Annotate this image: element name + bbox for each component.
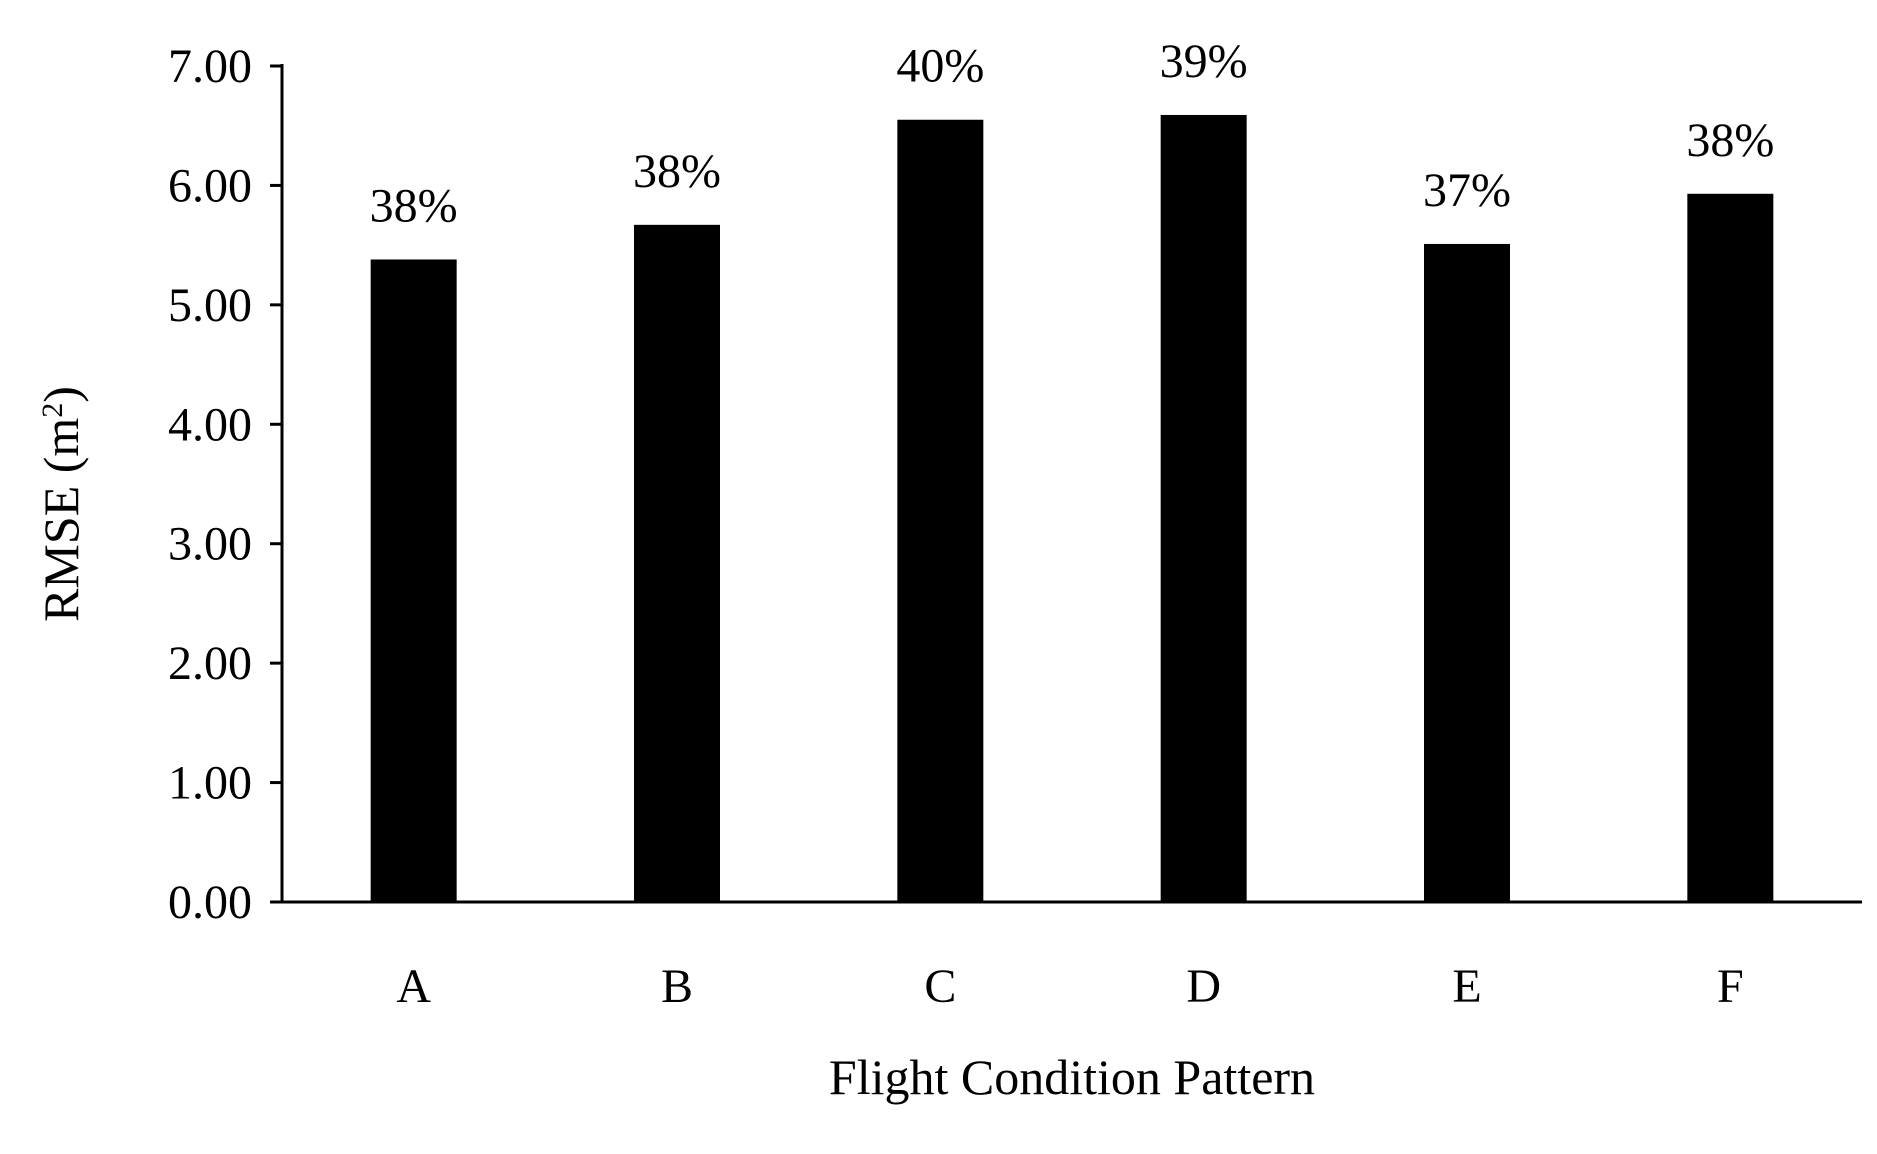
y-axis-title-superscript: 2 — [36, 403, 69, 418]
x-category-label: F — [1717, 960, 1744, 1013]
x-category-label: C — [924, 960, 956, 1013]
y-tick-label: 7.00 — [168, 40, 252, 93]
y-tick-label: 3.00 — [168, 518, 252, 571]
y-tick-label: 2.00 — [168, 637, 252, 690]
y-tick-label: 6.00 — [168, 159, 252, 212]
bar — [370, 259, 457, 903]
bar — [1160, 114, 1247, 903]
x-category-label: B — [661, 960, 693, 1013]
data-labels: 38% 38% 40% 39% 37% 38% — [370, 35, 1775, 233]
y-tick-label: 5.00 — [168, 279, 252, 332]
bar-data-label: 38% — [633, 145, 721, 198]
x-axis-categories: A B C D E F — [396, 960, 1743, 1013]
y-tick-label: 0.00 — [168, 876, 252, 929]
bar — [1687, 193, 1774, 902]
y-axis-ticks: 0.00 1.00 2.00 3.00 4.00 5.00 6.00 7.00 — [168, 40, 282, 929]
bar-data-label: 40% — [896, 40, 984, 93]
x-axis-title: Flight Condition Pattern — [829, 1049, 1315, 1105]
x-category-label: A — [396, 960, 431, 1013]
y-axis-title: RMSE (m2) — [33, 386, 89, 622]
bar — [897, 119, 984, 902]
bar-data-label: 38% — [1686, 114, 1774, 167]
y-axis-title-close: ) — [33, 386, 89, 403]
x-category-label: E — [1452, 960, 1481, 1013]
bars — [370, 114, 1774, 903]
y-tick-label: 4.00 — [168, 398, 252, 451]
bar-data-label: 37% — [1423, 164, 1511, 217]
y-tick-label: 1.00 — [168, 757, 252, 810]
y-axis-title-main: RMSE (m — [33, 418, 89, 622]
bar — [634, 224, 720, 903]
x-category-label: D — [1186, 960, 1221, 1013]
bar-data-label: 38% — [370, 179, 458, 232]
bar-data-label: 39% — [1160, 35, 1248, 88]
bar — [1424, 243, 1510, 902]
